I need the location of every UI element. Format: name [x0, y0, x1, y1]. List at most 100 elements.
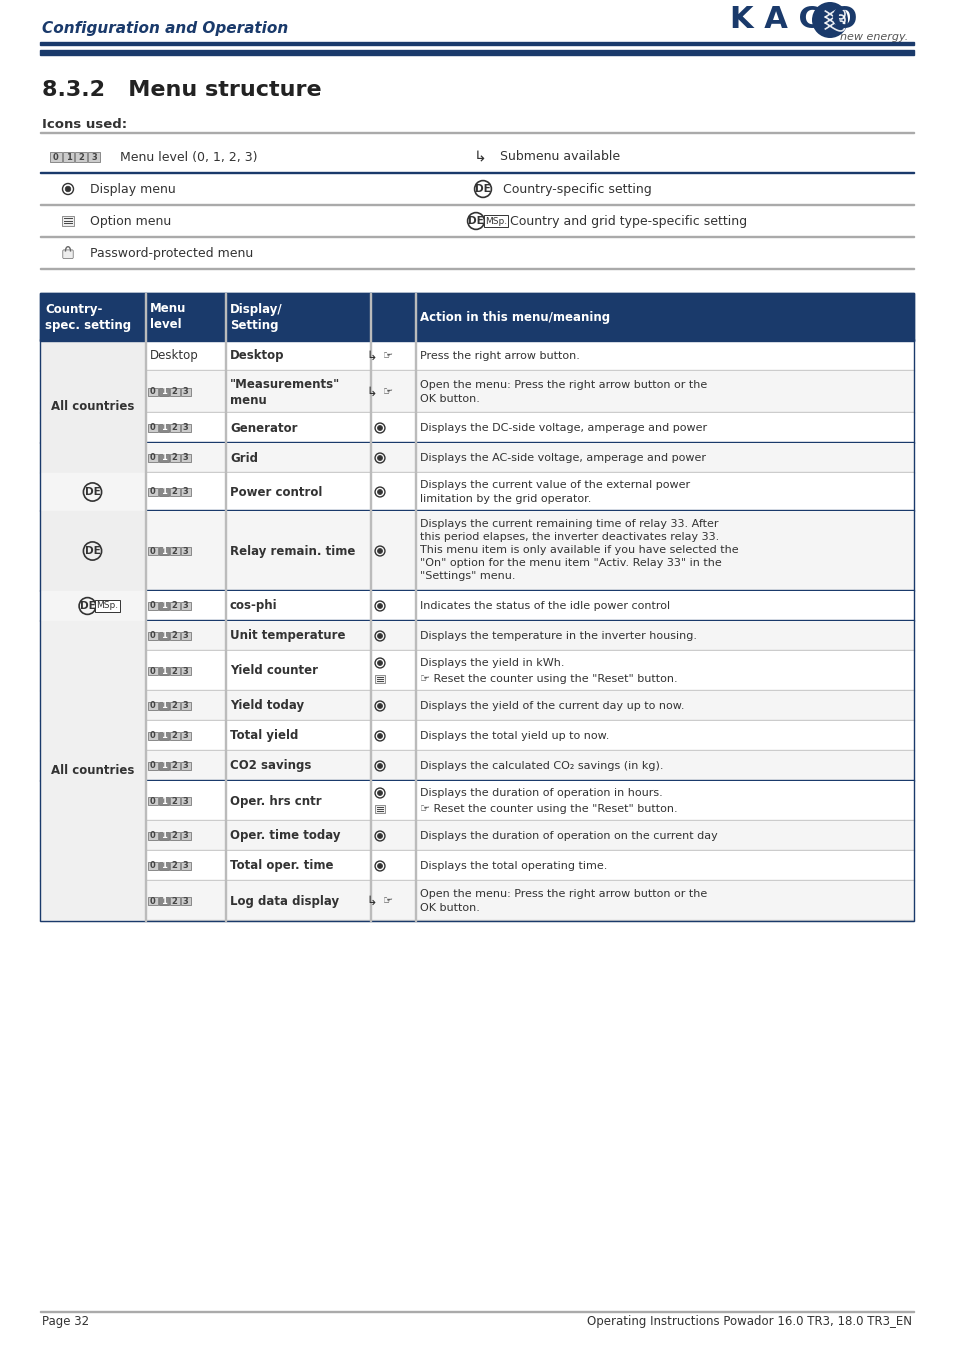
FancyBboxPatch shape	[180, 489, 191, 495]
Text: this period elapses, the inverter deactivates relay 33.: this period elapses, the inverter deacti…	[419, 532, 719, 541]
FancyBboxPatch shape	[180, 702, 191, 710]
Text: 3: 3	[183, 454, 189, 463]
Text: All countries: All countries	[51, 764, 134, 778]
Text: DE: DE	[475, 184, 491, 194]
FancyBboxPatch shape	[148, 702, 158, 710]
Text: 1: 1	[66, 153, 71, 162]
FancyBboxPatch shape	[148, 796, 158, 805]
FancyBboxPatch shape	[148, 632, 158, 640]
Text: Total oper. time: Total oper. time	[230, 860, 334, 872]
Text: Displays the AC-side voltage, amperage and power: Displays the AC-side voltage, amperage a…	[419, 454, 705, 463]
Text: Action in this menu/meaning: Action in this menu/meaning	[419, 310, 610, 324]
FancyBboxPatch shape	[159, 832, 169, 840]
Text: 3: 3	[183, 861, 189, 871]
Text: ☞: ☞	[382, 387, 393, 397]
Text: 3: 3	[183, 796, 189, 806]
FancyBboxPatch shape	[75, 153, 87, 162]
Text: 2: 2	[78, 153, 84, 162]
Bar	[40, 443, 913, 472]
Bar	[40, 691, 913, 721]
FancyBboxPatch shape	[180, 796, 191, 805]
Text: 1: 1	[161, 832, 167, 841]
Text: 2: 2	[172, 702, 177, 710]
Text: K A C O: K A C O	[729, 5, 857, 35]
Text: Relay remain. time: Relay remain. time	[230, 544, 355, 558]
FancyBboxPatch shape	[170, 832, 179, 840]
FancyBboxPatch shape	[170, 796, 179, 805]
FancyBboxPatch shape	[180, 732, 191, 740]
Text: 1: 1	[161, 796, 167, 806]
Bar	[40, 782, 913, 821]
FancyBboxPatch shape	[159, 863, 169, 869]
Text: 3: 3	[183, 832, 189, 841]
Circle shape	[65, 186, 71, 192]
Text: 1: 1	[161, 602, 167, 610]
Text: 3: 3	[183, 761, 189, 771]
FancyBboxPatch shape	[180, 632, 191, 640]
Text: Displays the calculated CO₂ savings (in kg).: Displays the calculated CO₂ savings (in …	[419, 761, 662, 771]
Text: 0: 0	[150, 602, 155, 610]
FancyBboxPatch shape	[159, 547, 169, 555]
FancyBboxPatch shape	[170, 602, 179, 610]
Bar	[40, 751, 913, 782]
Text: 2: 2	[172, 487, 177, 497]
Bar	[40, 42, 913, 45]
Text: Displays the temperature in the inverter housing.: Displays the temperature in the inverter…	[419, 630, 697, 641]
Text: 1: 1	[161, 547, 167, 555]
FancyBboxPatch shape	[148, 898, 158, 904]
Text: Oper. hrs cntr: Oper. hrs cntr	[230, 795, 321, 807]
Text: Submenu available: Submenu available	[499, 150, 619, 163]
Bar	[40, 651, 913, 691]
Text: 8.3.2   Menu structure: 8.3.2 Menu structure	[42, 80, 321, 100]
FancyBboxPatch shape	[170, 763, 179, 769]
Text: Displays the duration of operation on the current day: Displays the duration of operation on th…	[419, 832, 717, 841]
Text: 0: 0	[53, 153, 59, 162]
Circle shape	[377, 764, 382, 768]
Bar	[40, 621, 913, 651]
Text: 2: 2	[172, 454, 177, 463]
Bar	[40, 512, 145, 591]
Text: 3: 3	[183, 547, 189, 555]
Text: 1: 1	[161, 632, 167, 640]
Circle shape	[377, 733, 382, 738]
Bar	[40, 50, 913, 55]
FancyBboxPatch shape	[148, 389, 158, 396]
Bar	[40, 721, 913, 751]
FancyBboxPatch shape	[159, 732, 169, 740]
Text: Country-
spec. setting: Country- spec. setting	[45, 302, 131, 332]
Text: 1: 1	[161, 896, 167, 906]
Text: Yield today: Yield today	[230, 699, 304, 713]
Text: 3: 3	[183, 387, 189, 397]
Text: Country and grid type-specific setting: Country and grid type-specific setting	[510, 215, 746, 228]
Text: Press the right arrow button.: Press the right arrow button.	[419, 351, 579, 360]
Text: 1: 1	[161, 387, 167, 397]
FancyBboxPatch shape	[148, 732, 158, 740]
FancyBboxPatch shape	[170, 667, 179, 675]
FancyBboxPatch shape	[159, 602, 169, 610]
Text: cos-phi: cos-phi	[230, 599, 277, 613]
Text: 3: 3	[183, 424, 189, 432]
FancyBboxPatch shape	[159, 632, 169, 640]
Text: DE: DE	[79, 601, 95, 612]
Text: Operating Instructions Powador 16.0 TR3, 18.0 TR3_EN: Operating Instructions Powador 16.0 TR3,…	[586, 1315, 911, 1328]
Text: Password-protected menu: Password-protected menu	[90, 247, 253, 259]
FancyBboxPatch shape	[148, 454, 158, 462]
Text: Desktop: Desktop	[230, 350, 284, 363]
Text: Displays the yield in kWh.: Displays the yield in kWh.	[419, 657, 564, 668]
FancyBboxPatch shape	[148, 602, 158, 610]
Bar	[40, 591, 145, 621]
Text: Open the menu: Press the right arrow button or the
OK button.: Open the menu: Press the right arrow but…	[419, 381, 706, 404]
Text: Displays the DC-side voltage, amperage and power: Displays the DC-side voltage, amperage a…	[419, 423, 706, 433]
Text: Displays the total operating time.: Displays the total operating time.	[419, 861, 607, 871]
Text: 0: 0	[150, 667, 155, 675]
Text: ↳: ↳	[366, 386, 376, 398]
Text: 3: 3	[183, 632, 189, 640]
FancyBboxPatch shape	[148, 547, 158, 555]
FancyBboxPatch shape	[50, 153, 62, 162]
Text: 2: 2	[172, 387, 177, 397]
Text: Log data display: Log data display	[230, 895, 338, 907]
Text: 0: 0	[150, 702, 155, 710]
Bar	[40, 342, 145, 472]
FancyBboxPatch shape	[148, 832, 158, 840]
FancyBboxPatch shape	[159, 489, 169, 495]
